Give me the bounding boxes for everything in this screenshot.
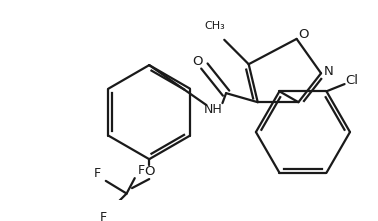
Text: O: O [192,55,202,68]
Text: F: F [99,211,107,221]
Text: F: F [138,164,145,177]
Text: Cl: Cl [345,74,358,87]
Text: O: O [144,165,155,178]
Text: F: F [94,167,101,180]
Text: NH: NH [204,103,223,116]
Text: O: O [299,28,309,41]
Text: CH₃: CH₃ [205,21,226,31]
Text: N: N [324,65,333,78]
